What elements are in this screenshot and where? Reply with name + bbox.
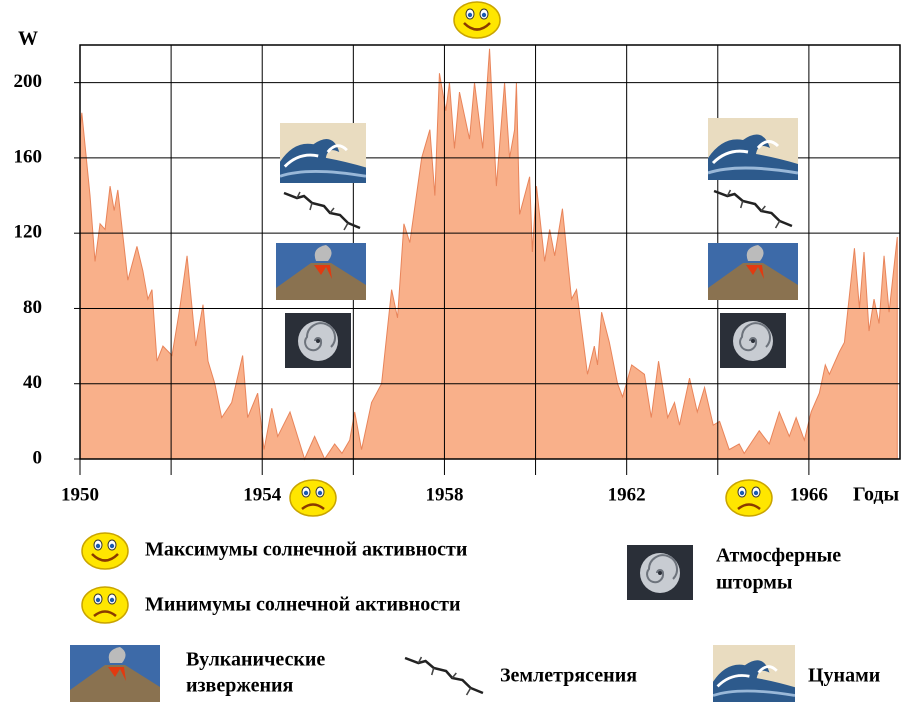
- x-tick-label: 1966: [790, 484, 828, 505]
- x-tick-label: 1962: [608, 484, 646, 505]
- y-tick-label: 160: [14, 146, 43, 167]
- storm-icon: [285, 313, 351, 368]
- y-tick-label: 40: [23, 372, 42, 393]
- legend-label: Вулканические: [186, 649, 325, 671]
- legend-icon: [80, 531, 130, 571]
- x-axis-label: Годы: [853, 484, 900, 506]
- x-tick-label: 1954: [243, 484, 282, 505]
- volcano-icon: [708, 243, 798, 300]
- legend-label: штормы: [716, 572, 793, 594]
- plot-frame: [79, 44, 901, 460]
- tsunami-icon: [708, 118, 798, 180]
- legend-label: Атмосферные: [716, 545, 841, 567]
- max-marker: [452, 0, 502, 40]
- legend-label: Цунами: [808, 665, 880, 687]
- y-tick-label: 0: [33, 447, 43, 468]
- y-tick-label: 200: [14, 71, 43, 92]
- min-marker: [724, 478, 774, 518]
- y-tick-label: 80: [23, 297, 42, 318]
- volcano-icon: [276, 243, 366, 300]
- legend-icon: [70, 645, 160, 702]
- legend-icon: [627, 545, 693, 600]
- storm-icon: [720, 313, 786, 368]
- legend-icon: [403, 655, 485, 697]
- y-tick-label: 120: [14, 222, 43, 243]
- legend-label: извержения: [186, 675, 294, 697]
- tsunami-icon: [280, 123, 366, 183]
- legend-label: Минимумы солнечной активности: [145, 594, 461, 616]
- legend-label: Максимумы солнечной активности: [145, 539, 467, 561]
- x-tick-label: 1950: [61, 484, 99, 505]
- x-tick-label: 1958: [425, 484, 463, 505]
- legend-icon: [80, 585, 130, 625]
- earthquake-icon: [282, 190, 362, 232]
- min-marker: [288, 478, 338, 518]
- y-axis-label: W: [18, 28, 38, 50]
- earthquake-icon: [712, 188, 794, 230]
- legend-label: Землетрясения: [500, 665, 637, 687]
- legend-icon: [713, 645, 795, 702]
